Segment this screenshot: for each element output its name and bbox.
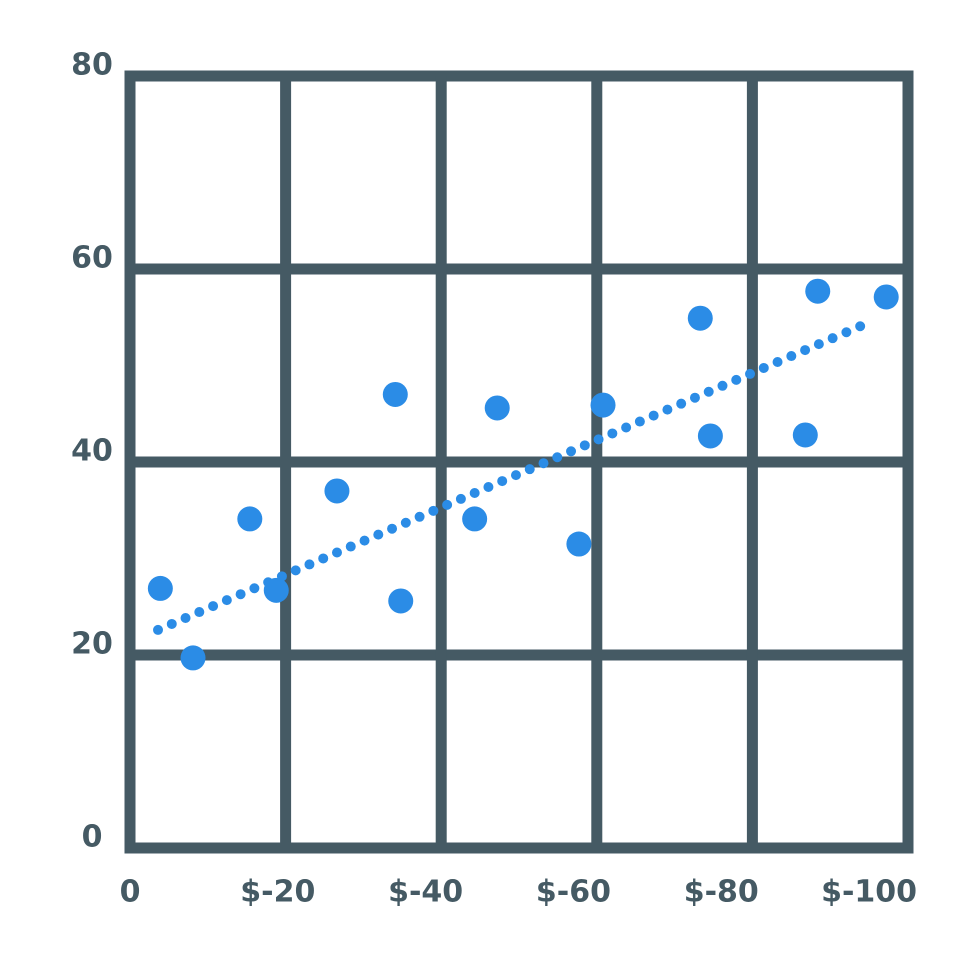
y-tick-label: 0	[82, 820, 103, 855]
point	[263, 577, 289, 603]
y-tick-label: 20	[71, 627, 113, 662]
point	[237, 506, 263, 532]
point	[566, 531, 592, 557]
point	[382, 381, 408, 407]
trend-line	[153, 317, 875, 635]
point	[484, 395, 510, 421]
point	[180, 645, 206, 671]
point	[388, 588, 414, 614]
x-tick-label: $-80	[684, 875, 759, 910]
y-tick-label: 40	[71, 434, 113, 469]
point	[462, 506, 488, 532]
x-tick-label: 0	[120, 875, 141, 910]
point	[687, 305, 713, 331]
point	[805, 278, 831, 304]
point	[697, 423, 723, 449]
y-tick-label: 80	[71, 48, 113, 83]
x-tick-label: $-20	[240, 875, 315, 910]
x-tick-label: $-40	[388, 875, 463, 910]
x-tick-label: $-60	[536, 875, 611, 910]
x-tick-label: $-100	[821, 875, 917, 910]
point	[873, 284, 899, 310]
point	[147, 575, 173, 601]
point	[324, 478, 350, 504]
y-tick-label: 60	[71, 241, 113, 276]
point	[792, 422, 818, 448]
point	[590, 392, 616, 418]
